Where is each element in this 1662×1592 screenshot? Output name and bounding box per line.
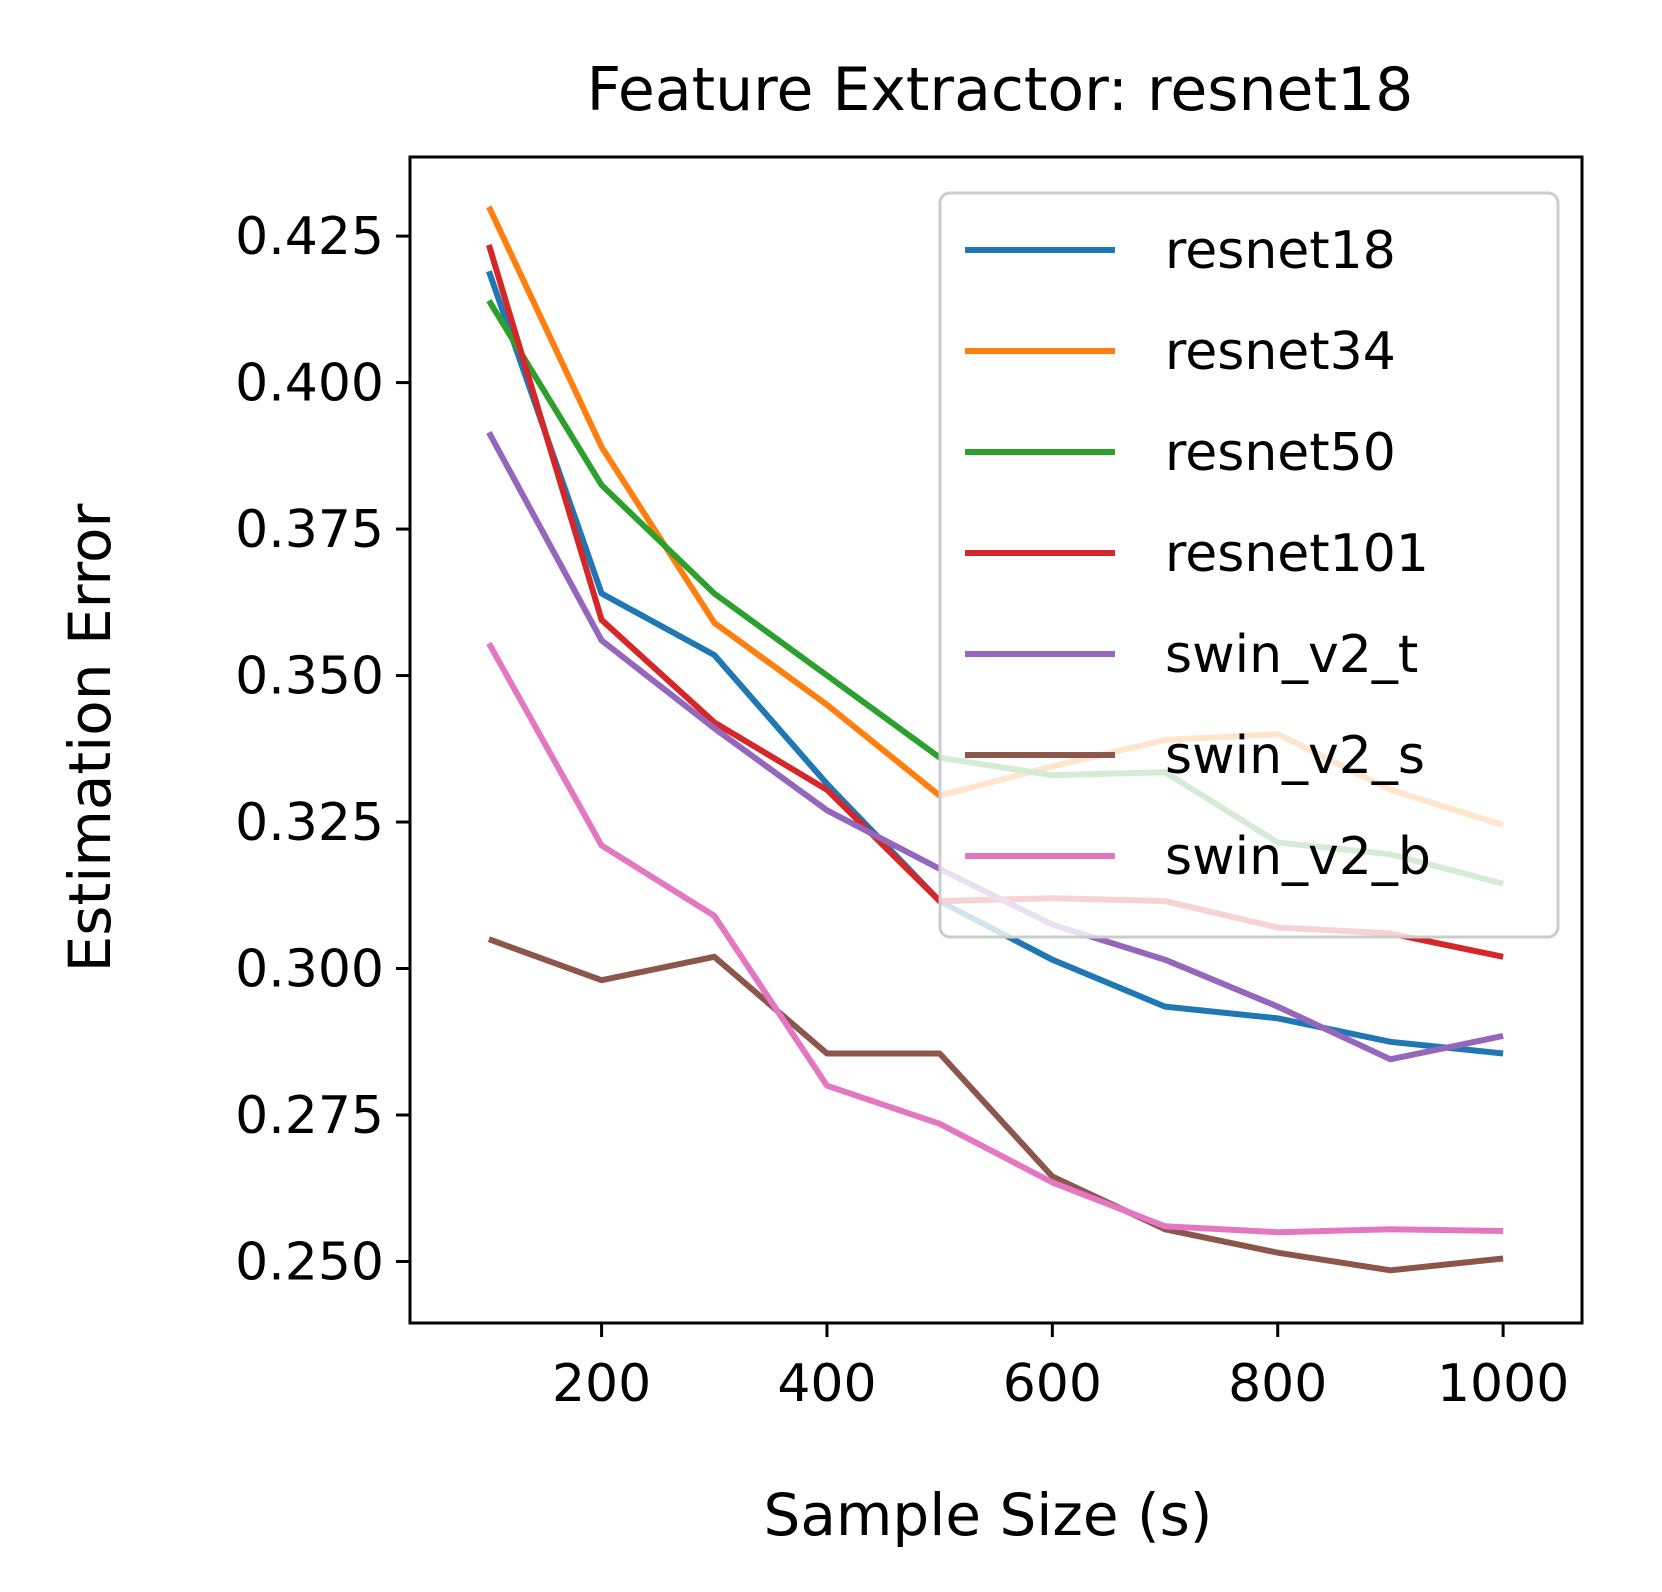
- legend: resnet18 resnet34 resnet50 resnet101 swin_v2…: [938, 191, 1560, 939]
- legend-entry-swin-v2-s: swin_v2_s: [965, 726, 1425, 786]
- x-tick-label: 600: [1003, 1354, 1102, 1414]
- legend-label: resnet34: [1165, 322, 1396, 382]
- series-line-swin-v2-b: [486, 641, 1504, 1236]
- legend-label: swin_v2_t: [1165, 625, 1418, 685]
- series-line-swin-v2-s: [487, 936, 1504, 1274]
- legend-label: swin_v2_b: [1165, 827, 1431, 887]
- y-tick-label: 0.350: [235, 647, 384, 707]
- y-tick-label: 0.375: [235, 500, 384, 560]
- x-axis-label: Sample Size (s): [764, 1481, 1213, 1549]
- x-axis-ticks: 200 400 600 800 1000: [552, 1323, 1569, 1414]
- legend-entry-resnet18: resnet18: [965, 221, 1396, 281]
- legend-entry-resnet101: resnet101: [965, 524, 1429, 584]
- legend-entry-resnet50: resnet50: [965, 423, 1396, 483]
- y-axis-label: Estimation Error: [56, 504, 124, 973]
- legend-label: resnet50: [1165, 423, 1396, 483]
- x-tick-label: 800: [1228, 1354, 1327, 1414]
- x-tick-label: 400: [777, 1354, 876, 1414]
- y-tick-label: 0.275: [235, 1086, 384, 1146]
- legend-box: [938, 191, 1560, 939]
- legend-label: swin_v2_s: [1165, 726, 1425, 786]
- legend-entry-swin-v2-b: swin_v2_b: [965, 827, 1431, 887]
- x-tick-label: 200: [552, 1354, 651, 1414]
- legend-entry-resnet34: resnet34: [965, 322, 1396, 382]
- y-tick-label: 0.325: [235, 793, 384, 853]
- y-tick-label: 0.400: [235, 354, 384, 414]
- chart-title: Feature Extractor: resnet18: [587, 55, 1414, 125]
- y-tick-label: 0.425: [235, 207, 384, 267]
- legend-label: resnet101: [1165, 524, 1429, 584]
- x-tick-label: 1000: [1437, 1354, 1569, 1414]
- legend-entry-swin-v2-t: swin_v2_t: [965, 625, 1418, 685]
- legend-label: resnet18: [1165, 221, 1396, 281]
- y-tick-label: 0.250: [235, 1232, 384, 1292]
- y-tick-label: 0.300: [235, 940, 384, 1000]
- y-axis-ticks: 0.250 0.275 0.300 0.325 0.350 0.375 0.400 0.425: [235, 207, 410, 1292]
